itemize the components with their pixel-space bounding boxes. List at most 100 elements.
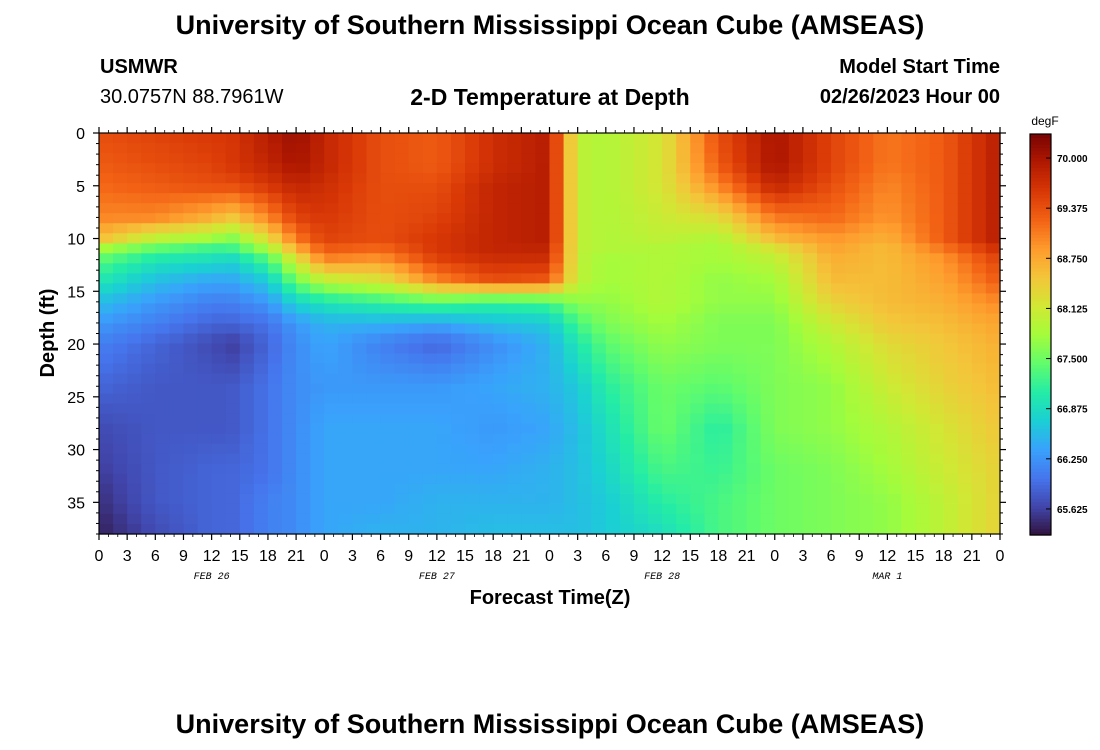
heatmap-cell <box>507 203 522 214</box>
colorbar-swatch <box>1030 194 1051 199</box>
heatmap-cell <box>338 493 354 505</box>
date-label: FEB 27 <box>419 572 455 583</box>
heatmap-cell <box>225 163 241 174</box>
heatmap-cell <box>99 353 114 365</box>
heatmap-cell <box>239 413 255 425</box>
heatmap-cell <box>704 203 720 214</box>
heatmap-cell <box>141 513 156 525</box>
heatmap-cell <box>450 323 466 335</box>
heatmap-cell <box>239 373 255 385</box>
heatmap-cell <box>127 203 142 214</box>
heatmap-cell <box>605 383 621 395</box>
heatmap-cell <box>845 453 860 465</box>
colorbar-swatch <box>1030 468 1051 473</box>
heatmap-cell <box>760 173 776 184</box>
heatmap-cell <box>704 233 720 244</box>
heatmap-cell <box>873 243 888 254</box>
heatmap-cell <box>648 223 663 234</box>
heatmap-cell <box>591 213 607 224</box>
heatmap-cell <box>957 193 973 204</box>
heatmap-cell <box>169 403 185 415</box>
heatmap-cell <box>648 233 663 244</box>
heatmap-cell <box>99 153 114 164</box>
heatmap-cell <box>141 323 156 335</box>
heatmap-cell <box>113 143 128 154</box>
heatmap-cell <box>591 313 607 325</box>
heatmap-cell <box>99 373 114 385</box>
heatmap-cell <box>887 243 903 254</box>
heatmap-cell <box>563 213 579 224</box>
heatmap-cell <box>746 233 762 244</box>
heatmap-cell <box>253 343 269 355</box>
heatmap-cell <box>169 233 185 244</box>
heatmap-cell <box>127 483 142 495</box>
heatmap-cell <box>732 453 748 465</box>
heatmap-cell <box>887 273 903 284</box>
heatmap-cell <box>788 453 804 465</box>
heatmap-cell <box>690 183 705 194</box>
heatmap-cell <box>859 293 874 305</box>
colorbar-swatch <box>1030 444 1051 449</box>
heatmap-cell <box>662 433 677 445</box>
heatmap-cell <box>648 273 663 284</box>
heatmap-cell <box>746 293 762 305</box>
heatmap-cell <box>831 283 846 294</box>
heatmap-cell <box>605 233 621 244</box>
heatmap-cell <box>563 283 579 294</box>
heatmap-cell <box>648 203 663 214</box>
colorbar-swatch <box>1030 324 1051 329</box>
colorbar-tick-label: 68.750 <box>1057 254 1088 265</box>
heatmap-cell <box>774 283 790 294</box>
heatmap-cell <box>929 353 945 365</box>
heatmap-cell <box>746 493 762 505</box>
heatmap-cell <box>422 143 438 154</box>
heatmap-cell <box>225 273 241 284</box>
heatmap-cell <box>873 193 888 204</box>
heatmap-cell <box>324 463 339 475</box>
heatmap-cell <box>282 153 297 164</box>
x-tick-label: 0 <box>996 548 1005 565</box>
heatmap-cell <box>408 193 424 204</box>
heatmap-cell <box>985 233 1001 244</box>
heatmap-cell <box>648 503 663 515</box>
heatmap-cell <box>633 373 649 385</box>
heatmap-cell <box>732 373 748 385</box>
heatmap-cell <box>127 333 142 345</box>
colorbar-swatch <box>1030 294 1051 299</box>
heatmap-cell <box>352 263 368 274</box>
heatmap-cell <box>155 243 170 254</box>
heatmap-cell <box>985 183 1001 194</box>
heatmap-cell <box>591 303 607 315</box>
heatmap-cell <box>774 373 790 385</box>
heatmap-cell <box>267 203 283 214</box>
heatmap-cell <box>633 193 649 204</box>
heatmap-cell <box>746 323 762 335</box>
heatmap-cell <box>450 153 466 164</box>
heatmap-cell <box>887 253 903 264</box>
heatmap-cell <box>887 443 903 455</box>
heatmap-cell <box>394 163 410 174</box>
heatmap-cell <box>957 173 973 184</box>
heatmap-cell <box>943 313 959 325</box>
heatmap-cell <box>394 213 410 224</box>
heatmap-cell <box>831 423 846 435</box>
heatmap-cell <box>521 263 537 274</box>
heatmap-cell <box>113 313 128 325</box>
heatmap-cell <box>479 303 494 315</box>
heatmap-cell <box>479 413 494 425</box>
heatmap-cell <box>788 243 804 254</box>
heatmap-cell <box>127 513 142 525</box>
colorbar-swatch <box>1030 334 1051 339</box>
heatmap-cell <box>774 483 790 495</box>
heatmap-cell <box>310 343 325 355</box>
heatmap-cell <box>239 213 255 224</box>
heatmap-cell <box>929 223 945 234</box>
heatmap-cell <box>648 423 663 435</box>
heatmap-cell <box>718 233 734 244</box>
heatmap-cell <box>183 193 199 204</box>
heatmap-cell <box>718 263 734 274</box>
heatmap-cell <box>141 333 156 345</box>
heatmap-cell <box>985 273 1001 284</box>
heatmap-cell <box>324 483 339 495</box>
heatmap-cell <box>662 153 677 164</box>
